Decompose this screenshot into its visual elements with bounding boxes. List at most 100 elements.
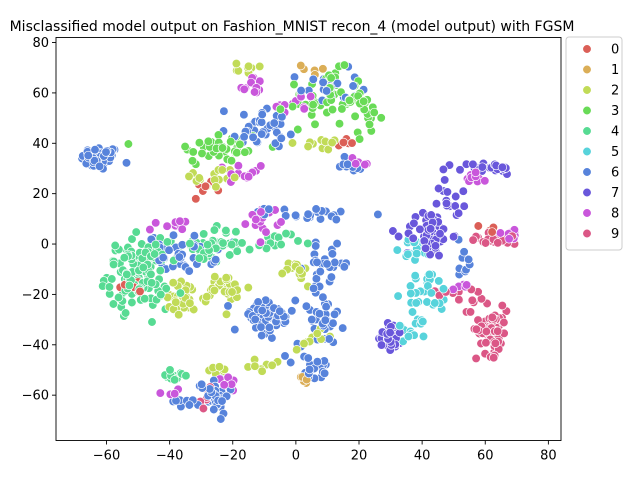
scatter-point	[108, 259, 119, 270]
scatter-point	[422, 297, 432, 307]
scatter-point	[497, 162, 508, 172]
scatter-point	[318, 292, 328, 302]
scatter-point	[420, 243, 431, 253]
scatter-point	[487, 227, 497, 237]
scatter-point	[348, 81, 358, 91]
scatter-point	[280, 351, 290, 361]
scatter-point	[83, 150, 93, 161]
scatter-point	[257, 366, 267, 376]
scatter-point	[256, 207, 266, 217]
scatter-point	[185, 298, 195, 308]
scatter-point	[286, 129, 296, 140]
scatter-point	[329, 309, 340, 319]
scatter-point	[409, 218, 419, 228]
scatter-point	[489, 353, 499, 363]
scatter-point	[287, 101, 298, 112]
scatter-point	[339, 60, 350, 70]
scatter-point	[388, 226, 398, 236]
scatter-point	[219, 106, 229, 116]
scatter-point	[495, 228, 506, 238]
scatter-point	[299, 104, 309, 114]
scatter-point	[451, 191, 461, 202]
scatter-point	[202, 292, 212, 302]
scatter-point	[216, 414, 226, 424]
scatter-point	[244, 244, 255, 255]
scatter-point	[393, 291, 403, 301]
scatter-point	[312, 257, 322, 267]
scatter-point	[277, 268, 287, 279]
legend-label: 0	[611, 43, 619, 58]
scatter-point	[221, 309, 232, 319]
scatter-point	[189, 231, 200, 241]
scatter-point	[312, 357, 323, 367]
scatter-point	[104, 282, 115, 292]
scatter-point	[286, 357, 296, 368]
scatter-point	[337, 104, 347, 114]
scatter-point	[121, 158, 132, 168]
legend-marker	[582, 64, 592, 75]
scatter-point	[499, 317, 509, 328]
scatter-point	[392, 245, 402, 255]
legend-label: 7	[611, 186, 619, 201]
scatter-point	[308, 74, 318, 84]
scatter-point	[261, 227, 271, 237]
legend-label: 3	[611, 104, 619, 119]
scatter-point	[289, 79, 299, 90]
scatter-point	[255, 237, 266, 247]
scatter-point	[227, 239, 237, 250]
scatter-point	[324, 334, 334, 344]
scatter-point	[468, 159, 478, 169]
scatter-point	[184, 171, 194, 182]
scatter-point	[293, 124, 303, 135]
scatter-point	[314, 309, 325, 319]
scatter-point	[471, 167, 481, 178]
y-tick-label: −20	[22, 288, 49, 303]
scatter-point	[94, 161, 105, 171]
scatter-point	[471, 353, 481, 364]
scatter-point	[481, 338, 491, 348]
scatter-point	[217, 165, 227, 175]
legend-label: 2	[611, 84, 619, 99]
scatter-point	[227, 287, 237, 297]
scatter-point	[145, 224, 155, 235]
scatter-point	[275, 306, 285, 316]
scatter-point	[332, 238, 342, 249]
scatter-point	[318, 77, 328, 87]
scatter-point	[219, 380, 229, 390]
legend-label: 8	[611, 207, 619, 222]
scatter-point	[438, 284, 449, 294]
scatter-point	[209, 285, 220, 296]
scatter-point	[194, 253, 204, 263]
scatter-point	[277, 112, 287, 122]
legend-box	[565, 36, 623, 251]
scatter-point	[321, 302, 331, 312]
scatter-point	[221, 273, 231, 283]
scatter-point	[127, 234, 137, 244]
scatter-point	[146, 269, 156, 279]
scatter-point	[243, 172, 254, 182]
scatter-point	[293, 236, 303, 246]
scatter-point	[296, 85, 306, 96]
scatter-point	[453, 208, 464, 218]
legend-marker	[582, 187, 592, 198]
y-axis: −60 −40 −20 0 20 40 60 80	[22, 36, 56, 404]
scatter-point	[261, 295, 271, 305]
scatter-point	[151, 218, 161, 228]
scatter-point	[339, 262, 349, 272]
scatter-point	[158, 252, 168, 263]
scatter-point	[308, 283, 319, 294]
y-tick-label: 80	[32, 36, 49, 51]
scatter-point	[275, 104, 286, 114]
scatter-point	[127, 297, 137, 308]
scatter-point	[197, 148, 207, 159]
scatter-point	[232, 148, 242, 158]
scatter-point	[477, 162, 487, 172]
scatter-point	[239, 110, 249, 120]
scatter-point	[218, 238, 228, 248]
scatter-point	[281, 211, 291, 221]
legend-marker	[582, 228, 592, 239]
scatter-point	[217, 143, 228, 153]
legend-marker	[582, 167, 592, 177]
scatter-point	[231, 58, 242, 69]
scatter-point	[264, 204, 274, 214]
